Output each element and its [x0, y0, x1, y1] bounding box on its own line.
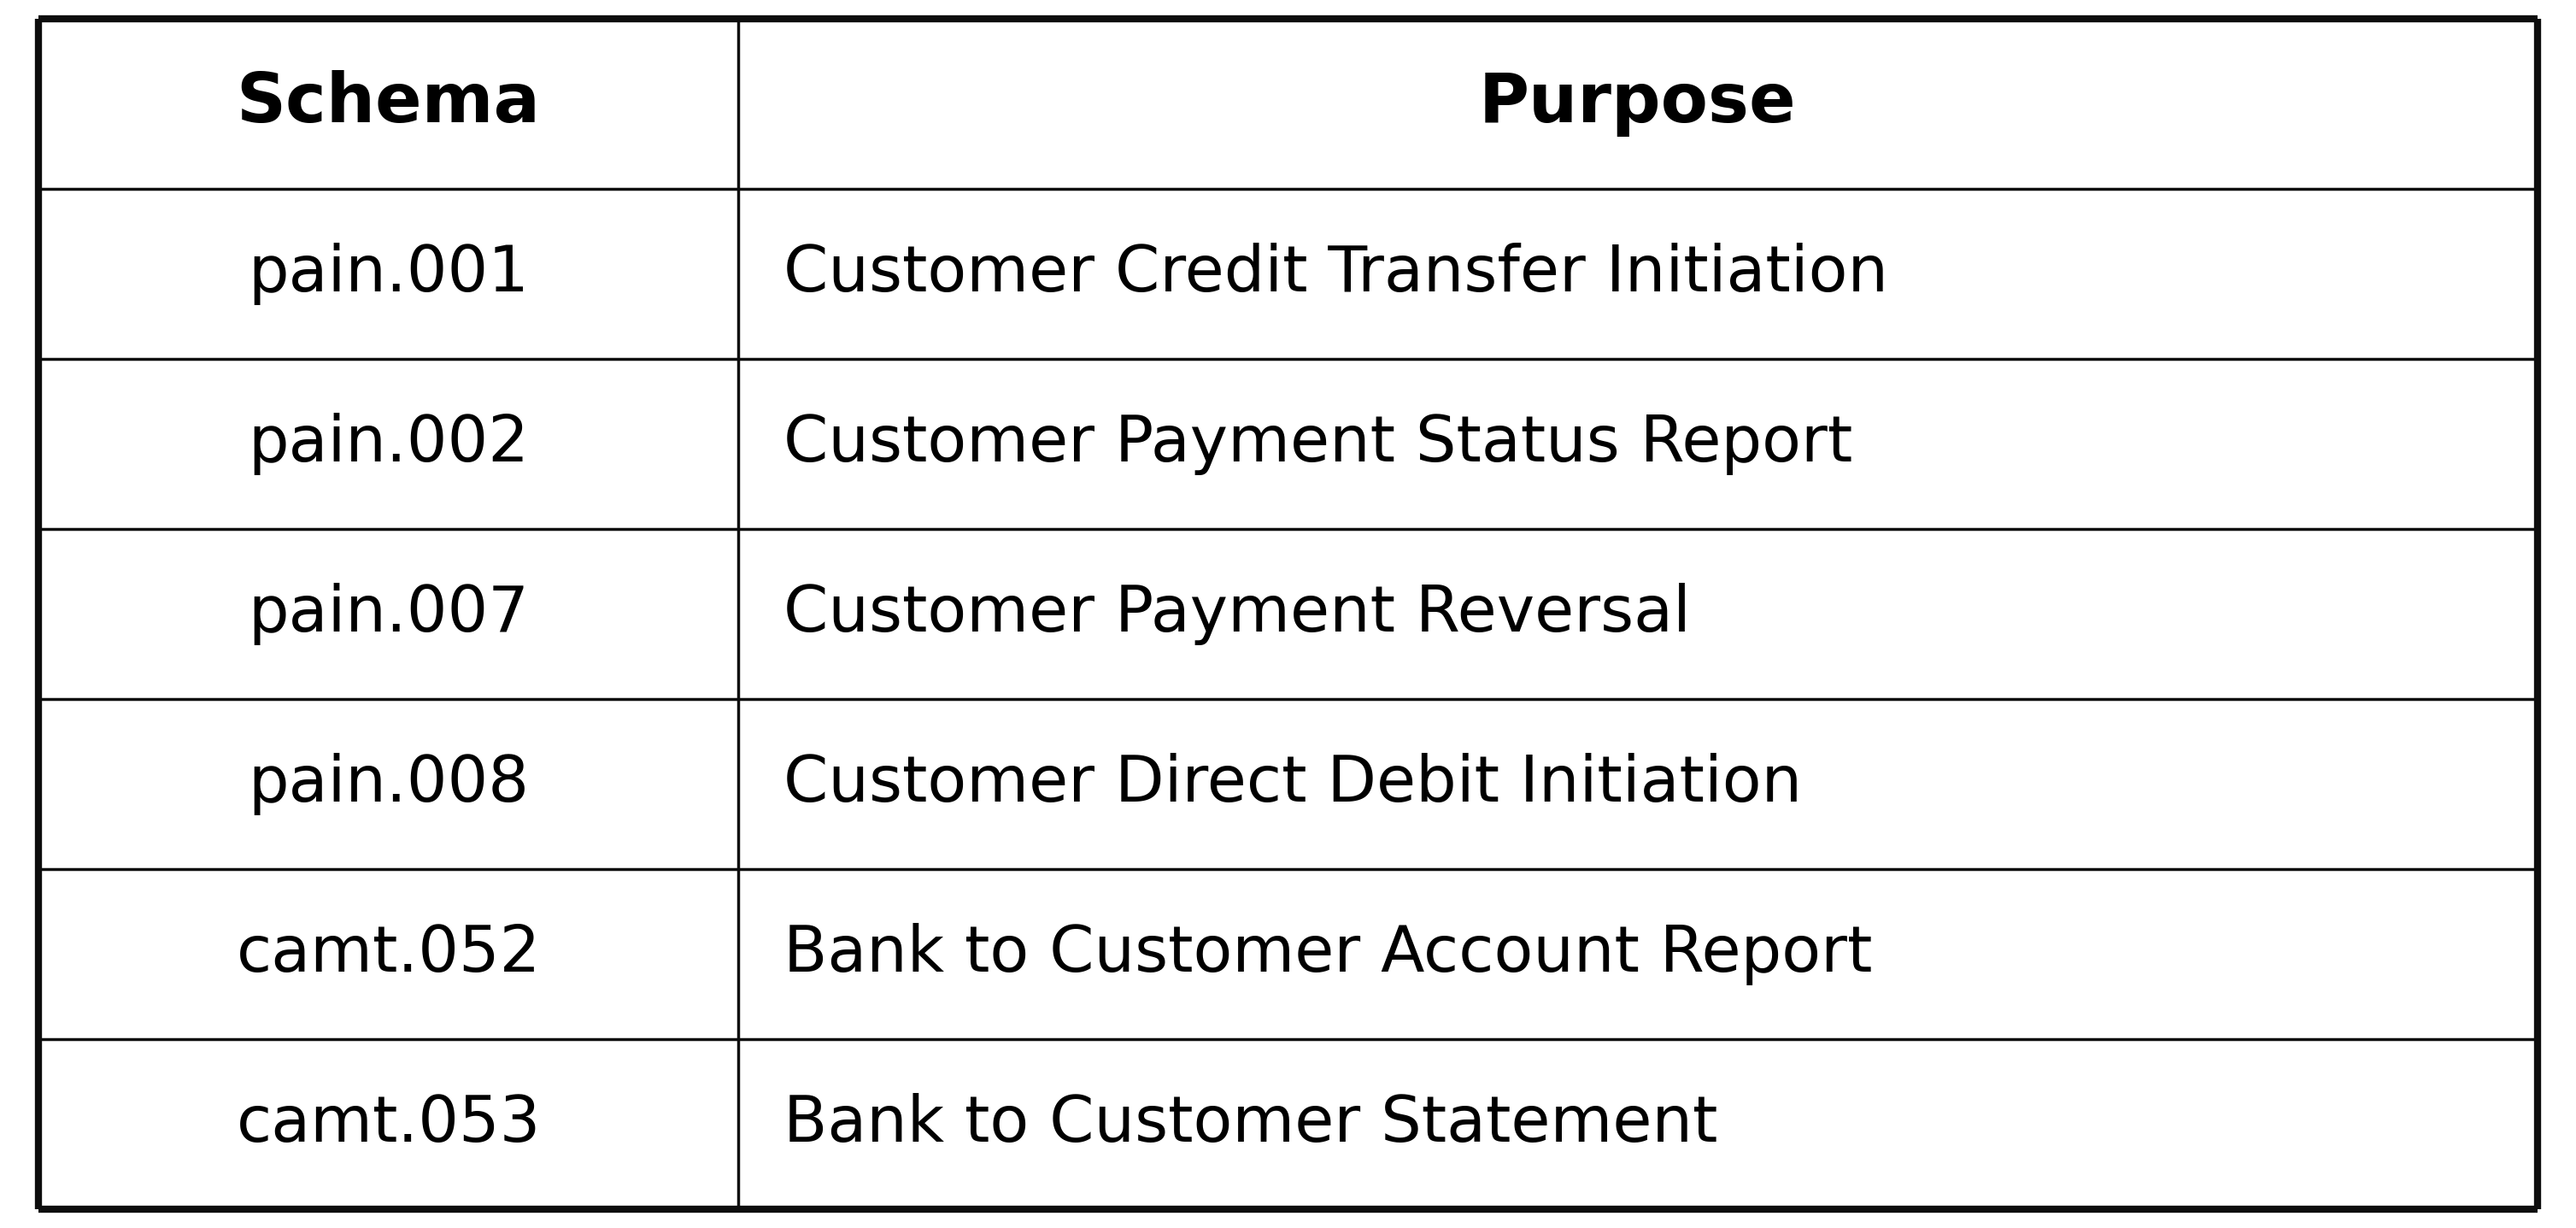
Bar: [39, 529, 739, 699]
Text: Customer Payment Reversal: Customer Payment Reversal: [783, 583, 1690, 645]
Text: camt.052: camt.052: [237, 923, 541, 986]
Bar: [39, 359, 739, 529]
Bar: [739, 359, 2537, 529]
Text: Bank to Customer Statement: Bank to Customer Statement: [783, 1093, 1718, 1156]
Text: pain.002: pain.002: [247, 413, 528, 475]
Bar: [39, 699, 739, 869]
Text: pain.008: pain.008: [247, 753, 528, 815]
Bar: [739, 869, 2537, 1039]
Text: pain.001: pain.001: [247, 242, 528, 305]
Bar: [739, 1039, 2537, 1210]
Bar: [739, 699, 2537, 869]
Bar: [739, 18, 2537, 189]
Bar: [39, 869, 739, 1039]
Text: pain.007: pain.007: [247, 583, 528, 645]
Text: Customer Credit Transfer Initiation: Customer Credit Transfer Initiation: [783, 242, 1888, 305]
Bar: [39, 189, 739, 359]
Text: camt.053: camt.053: [237, 1093, 541, 1156]
Bar: [739, 189, 2537, 359]
Text: Customer Direct Debit Initiation: Customer Direct Debit Initiation: [783, 753, 1801, 815]
Text: Bank to Customer Account Report: Bank to Customer Account Report: [783, 923, 1873, 986]
Text: Customer Payment Status Report: Customer Payment Status Report: [783, 413, 1852, 475]
Text: Schema: Schema: [237, 70, 541, 136]
Bar: [39, 1039, 739, 1210]
Bar: [739, 529, 2537, 699]
Text: Purpose: Purpose: [1479, 70, 1795, 136]
Bar: [39, 18, 739, 189]
